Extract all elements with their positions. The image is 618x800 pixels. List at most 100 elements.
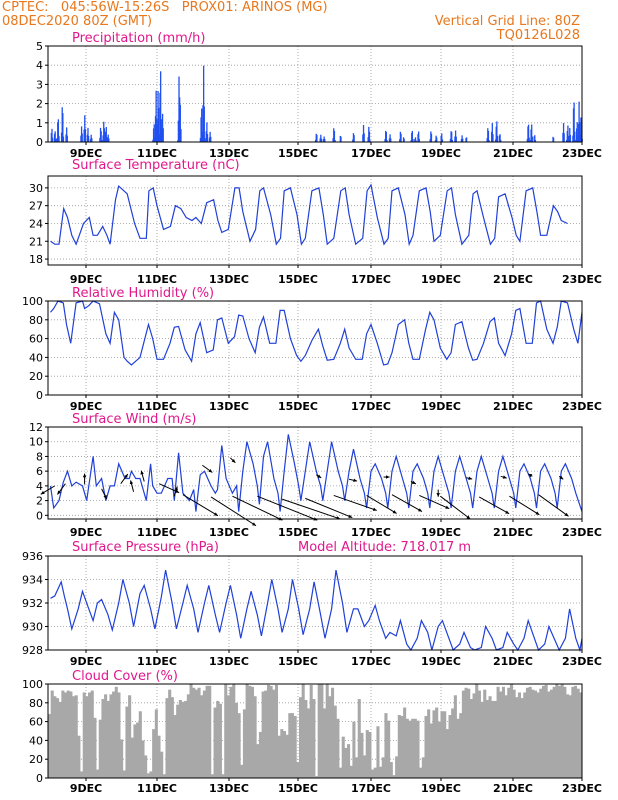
cloud-bar [352,721,356,778]
cloud-bar [560,684,564,778]
cloud-bar [416,720,420,778]
x-tick-label: 13DEC [209,273,249,286]
cloud-bar [411,718,415,778]
precip-bar [362,125,365,142]
panel-title: Relative Humidity (%) [72,286,214,301]
panel-title: Surface Temperature (nC) [72,158,240,173]
cloud-bar [424,715,428,778]
x-tick-label: 21DEC [493,655,533,668]
precip-bar [105,126,107,142]
x-tick-label: 23DEC [562,400,602,413]
cloud-bar [306,708,311,778]
cloud-bar [109,694,113,778]
wind-arrow [232,495,283,521]
precip-bar [202,65,205,142]
precip-bar [203,106,205,142]
precip-bar [206,133,209,142]
wind-arrow [509,495,540,516]
x-tick-label: 9DEC [70,273,102,286]
cloud-bar [202,690,206,778]
precip-bar [531,124,533,142]
precip-bar [500,139,502,142]
wind-arrow-head [466,515,471,519]
x-tick-label: 17DEC [351,655,391,668]
precip-bar [389,134,391,142]
precip-bar [462,138,464,142]
precip-bar [367,137,369,142]
precip-bar [51,128,53,142]
precip-bar [87,135,90,142]
cloud-bar [320,684,324,778]
cloud-bar [517,692,521,778]
cloud-bar [549,689,554,778]
cloud-bar [325,684,329,778]
precip-bar [369,140,371,142]
cloud-bar [245,684,249,778]
precip-bar [324,138,326,142]
precip-bar [54,131,56,142]
y-tick-label: 3 [36,78,43,91]
cloud-bar [309,684,313,778]
precip-bar [400,133,402,142]
cloud-bar [298,697,303,778]
cloud-bar [77,735,81,778]
cloud-bar [469,699,473,778]
wind-arrow-head [348,514,353,518]
cloud-bar [165,698,169,778]
cloud-bar [472,693,476,778]
wind-arrow-head [372,507,377,511]
cloud-bar [467,688,471,778]
precip-bar [455,136,457,142]
x-tick-label: 9DEC [70,526,102,539]
x-tick-label: 11DEC [137,526,177,539]
cloud-bar [355,757,359,778]
precip-bar [323,136,325,142]
cloud-bar [256,744,260,778]
x-tick-label: 9DEC [70,655,102,668]
precip-bar [441,133,443,142]
cloud-bar [459,713,463,778]
precip-bar [153,124,155,142]
x-tick-label: 9DEC [70,400,102,413]
cloud-bar [210,774,214,778]
precip-bar [162,128,164,142]
wind-arrow [281,498,341,520]
cloud-bar [200,695,204,778]
cloud-bar [64,692,68,778]
x-tick-label: 23DEC [562,526,602,539]
cloud-bar [224,684,228,778]
y-tick-label: 934 [22,574,43,587]
cloud-bar [69,691,73,778]
wind-arrow-head [436,493,440,497]
cloud-bar [82,692,86,778]
cloud-bar [66,690,70,778]
cloud-bar [237,713,241,778]
cloud-bar [122,770,126,778]
cloud-bar [240,764,244,778]
cloud-bar [173,715,177,778]
cloud-bar [376,726,380,778]
cloud-bar [293,715,297,778]
y-tick-label: 20 [29,753,43,766]
wind-arrow-head [140,470,144,475]
cloud-bar [221,774,225,778]
cloud-bar [389,762,393,778]
cloud-bar [213,707,217,778]
x-tick-label: 19DEC [421,273,461,286]
wind-arrow-head [385,475,390,479]
x-tick-label: 11DEC [137,782,177,795]
cloud-bar [512,689,516,778]
y-tick-label: 0 [36,389,43,402]
cloud-bar [312,699,316,778]
precip-bar [528,137,530,142]
precip-bar [418,131,420,142]
cloud-bar [392,775,396,778]
cloud-bar [456,718,460,778]
y-tick-label: 5 [36,40,43,53]
cloud-bar [133,724,137,778]
cloud-bar [146,773,150,778]
y-tick-label: 100 [22,678,43,691]
cloud-bar [114,686,118,778]
plot-frame [47,175,583,266]
